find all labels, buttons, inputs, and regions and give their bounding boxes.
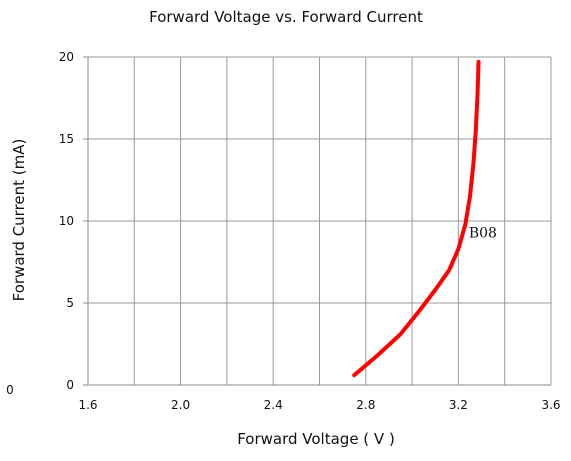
- x-tick-label: 3.2: [449, 398, 468, 412]
- y-axis-title: Forward Current (mA): [10, 139, 28, 302]
- chart-title: Forward Voltage vs. Forward Current: [149, 8, 423, 26]
- x-tick-label: 2.4: [264, 398, 283, 412]
- x-tick-label: 3.6: [541, 398, 560, 412]
- series-line-b08: [352, 59, 481, 378]
- axes: [83, 56, 551, 386]
- x-tick-label: 2.8: [356, 398, 375, 412]
- stray-tick-label: 0: [6, 383, 14, 397]
- y-tick-label: 10: [59, 214, 74, 228]
- x-tick-label: 1.6: [78, 398, 97, 412]
- grid: [87, 56, 552, 386]
- x-axis-title: Forward Voltage ( V ): [237, 430, 395, 448]
- y-tick-label: 0: [66, 378, 74, 392]
- series-layer: B08: [352, 59, 497, 378]
- series-label-b08: B08: [469, 225, 497, 241]
- y-tick-label: 15: [59, 132, 74, 146]
- x-tick-label: 2.0: [171, 398, 190, 412]
- y-tick-label: 20: [59, 50, 74, 64]
- tick-labels: 1.6 2.0 2.4 2.8 3.2 3.6 0 5 10 15 20: [59, 50, 561, 412]
- y-tick-label: 5: [66, 296, 74, 310]
